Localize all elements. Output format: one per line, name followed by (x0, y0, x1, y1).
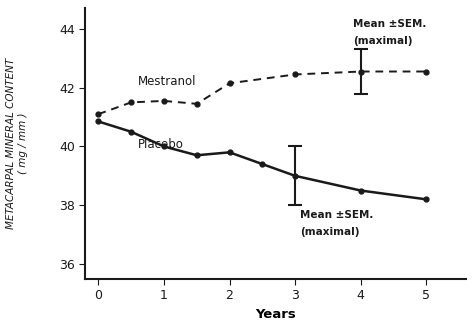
Text: Mestranol: Mestranol (138, 75, 196, 88)
Text: Mean ±SEM.: Mean ±SEM. (353, 19, 426, 29)
Text: METACARPAL MINERAL CONTENT
( mg / mm ): METACARPAL MINERAL CONTENT ( mg / mm ) (6, 58, 27, 229)
Text: (maximal): (maximal) (301, 227, 360, 237)
Text: (maximal): (maximal) (353, 36, 412, 46)
Text: Placebo: Placebo (138, 138, 183, 151)
Text: Mean ±SEM.: Mean ±SEM. (301, 210, 374, 220)
X-axis label: Years: Years (255, 308, 296, 321)
